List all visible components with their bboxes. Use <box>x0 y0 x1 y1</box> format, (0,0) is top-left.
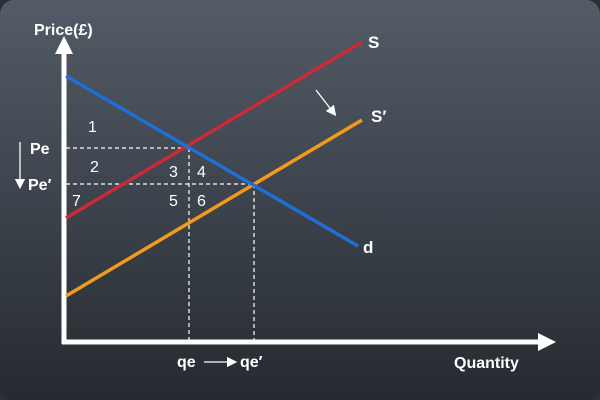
qe-label: qe <box>177 354 196 371</box>
region-1-label: 1 <box>88 119 97 136</box>
pe-prime-label: Pe′ <box>28 177 52 194</box>
region-3-label: 3 <box>169 164 178 181</box>
supply-curve-label: S <box>368 33 379 52</box>
demand-curve <box>65 74 359 248</box>
region-6-label: 6 <box>197 193 206 210</box>
y-axis-arrow-icon <box>55 36 73 54</box>
region-5-label: 5 <box>169 193 178 210</box>
x-axis-label: Quantity <box>454 355 519 372</box>
demand-curve-label: d <box>363 238 373 257</box>
y-axis-label: Price(£) <box>34 22 93 39</box>
x-axis-arrow-icon <box>538 333 556 351</box>
supply-shift-arrow-icon <box>315 89 337 117</box>
supply-curve <box>65 40 363 220</box>
supply-shifted-curve-label: S′ <box>371 107 386 126</box>
pe-label: Pe <box>30 141 50 158</box>
region-4-label: 4 <box>197 164 206 181</box>
supply-shifted-curve <box>65 118 363 298</box>
qe-prime-label: qe′ <box>240 354 263 371</box>
region-2-label: 2 <box>90 159 99 176</box>
region-7-label: 7 <box>72 193 81 210</box>
